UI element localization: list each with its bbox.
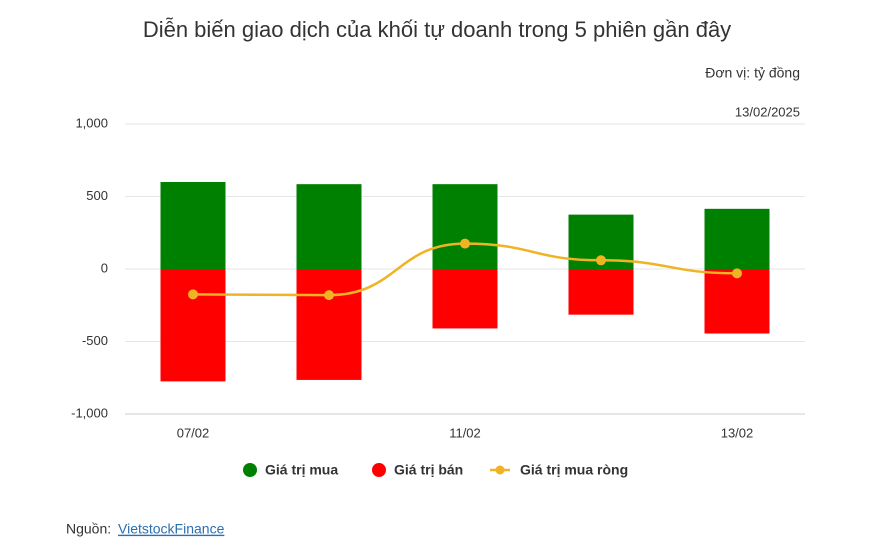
line-point: [596, 255, 606, 266]
bar: [432, 269, 498, 329]
legend-item: Giá trị mua ròng: [490, 462, 628, 478]
y-tick-label: 500: [86, 188, 108, 203]
legend-label: Giá trị mua: [265, 462, 338, 478]
y-tick-label: -1,000: [71, 405, 108, 420]
bar: [432, 184, 498, 269]
line-point: [732, 268, 742, 279]
legend-swatch: [372, 463, 386, 477]
chart-title: Diễn biến giao dịch của khối tự doanh tr…: [143, 17, 731, 42]
legend-swatch: [243, 463, 257, 477]
y-tick-label: 1,000: [75, 115, 108, 130]
legend-item: Giá trị mua: [243, 462, 338, 478]
legend-label: Giá trị bán: [394, 462, 463, 478]
x-tick-label: 07/02: [177, 425, 210, 440]
x-tick-label: 13/02: [721, 425, 754, 440]
source-link[interactable]: VietstockFinance: [118, 521, 225, 537]
date-label: 13/02/2025: [735, 104, 800, 119]
line-point: [188, 289, 198, 300]
bar: [160, 182, 226, 269]
source-label: Nguồn:: [66, 521, 111, 537]
legend-label: Giá trị mua ròng: [520, 462, 628, 478]
y-tick-label: -500: [82, 333, 108, 348]
bar: [704, 269, 770, 334]
y-tick-label: 0: [101, 260, 108, 275]
legend-item: Giá trị bán: [372, 462, 463, 478]
bar: [160, 269, 226, 382]
unit-label: Đơn vị: tỷ đồng: [705, 65, 800, 81]
bar: [568, 269, 634, 315]
x-tick-label: 11/02: [449, 425, 481, 440]
legend-swatch: [495, 465, 505, 475]
bar: [296, 269, 362, 380]
line-point: [324, 290, 334, 301]
bar: [296, 184, 362, 269]
bar: [704, 208, 770, 269]
line-point: [460, 238, 470, 249]
